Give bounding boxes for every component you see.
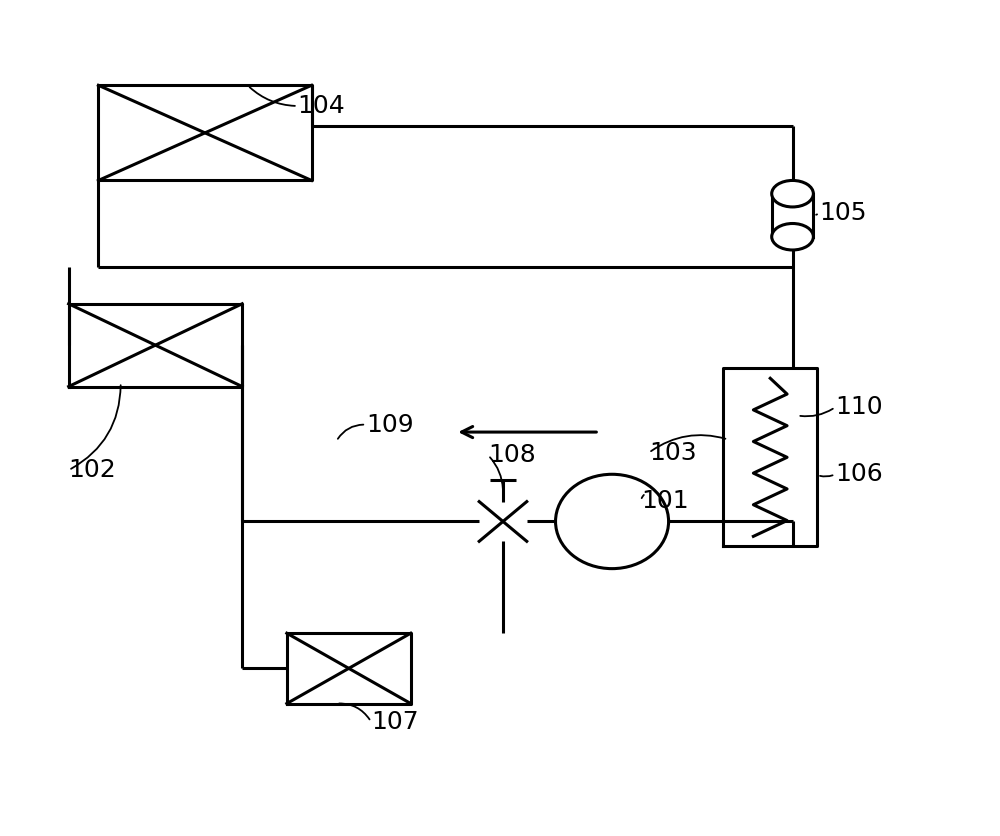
- Text: 101: 101: [641, 489, 688, 512]
- Text: 108: 108: [488, 443, 536, 467]
- Text: 110: 110: [835, 395, 883, 419]
- Text: 107: 107: [371, 710, 419, 734]
- Circle shape: [556, 474, 669, 568]
- Text: 103: 103: [649, 441, 696, 465]
- Text: 106: 106: [835, 462, 883, 487]
- Bar: [772, 194, 813, 237]
- Text: 109: 109: [366, 413, 414, 436]
- Text: 104: 104: [298, 94, 345, 118]
- Ellipse shape: [772, 181, 813, 207]
- Ellipse shape: [772, 223, 813, 250]
- Text: 102: 102: [69, 458, 116, 482]
- Text: 105: 105: [819, 201, 867, 225]
